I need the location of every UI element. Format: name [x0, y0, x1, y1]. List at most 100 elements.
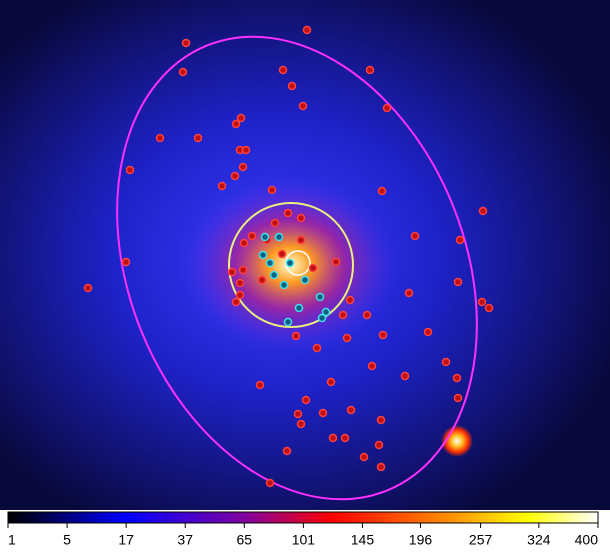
source-marker	[441, 357, 451, 367]
source-marker	[121, 257, 131, 267]
source-marker	[376, 462, 386, 472]
source-marker	[410, 231, 420, 241]
source-marker	[282, 446, 292, 456]
source-marker-cyan	[321, 307, 331, 317]
colorbar-gradient	[7, 511, 599, 524]
source-marker	[382, 103, 392, 113]
source-marker	[362, 310, 372, 320]
source-marker	[423, 327, 433, 337]
source-marker	[178, 67, 188, 77]
source-marker	[328, 433, 338, 443]
colorbar-tick-label: 1	[8, 532, 16, 548]
source-marker	[342, 333, 352, 343]
source-marker	[338, 310, 348, 320]
source-marker	[376, 415, 386, 425]
source-marker	[453, 277, 463, 287]
colorbar-tick-label: 324	[527, 532, 551, 548]
source-marker	[257, 275, 267, 285]
source-marker	[340, 433, 350, 443]
source-marker	[83, 283, 93, 293]
source-marker	[318, 408, 328, 418]
source-marker	[291, 331, 301, 341]
source-marker-cyan	[294, 303, 304, 313]
source-marker	[367, 361, 377, 371]
source-marker	[477, 297, 487, 307]
source-marker-cyan	[315, 292, 325, 302]
source-marker	[331, 257, 341, 267]
bulge-circle	[228, 202, 354, 328]
source-marker	[155, 133, 165, 143]
source-marker-cyan	[274, 232, 284, 242]
source-marker	[235, 278, 245, 288]
source-marker	[378, 330, 388, 340]
source-marker	[301, 395, 311, 405]
source-marker	[302, 25, 312, 35]
source-marker	[241, 145, 251, 155]
source-marker	[404, 288, 414, 298]
source-marker	[452, 373, 462, 383]
source-marker	[455, 235, 465, 245]
source-marker	[230, 171, 240, 181]
source-marker	[345, 295, 355, 305]
source-marker-cyan	[279, 280, 289, 290]
source-marker-cyan	[258, 250, 268, 260]
source-marker-cyan	[260, 232, 270, 242]
source-marker-cyan	[283, 317, 293, 327]
source-marker	[277, 249, 287, 259]
source-marker	[287, 81, 297, 91]
source-marker	[293, 409, 303, 419]
disk-ellipse	[116, 35, 478, 501]
source-marker	[453, 393, 463, 403]
source-marker	[296, 213, 306, 223]
colorbar-tick-label: 65	[237, 532, 253, 548]
source-marker	[326, 377, 336, 387]
colorbar-tick-label: 5	[63, 532, 71, 548]
source-marker	[231, 297, 241, 307]
source-marker	[247, 231, 257, 241]
source-marker	[217, 181, 227, 191]
source-marker	[125, 165, 135, 175]
source-marker	[181, 38, 191, 48]
bright-source	[441, 425, 473, 457]
source-marker	[235, 290, 245, 300]
source-marker	[365, 65, 375, 75]
source-marker	[267, 185, 277, 195]
source-marker	[239, 238, 249, 248]
source-marker	[374, 440, 384, 450]
source-marker	[227, 267, 237, 277]
source-marker	[255, 380, 265, 390]
colorbar-tick-label: 196	[409, 532, 433, 548]
colorbar: 1 5 17 37 65 101 145 196 257 324 400	[7, 511, 599, 548]
source-marker	[377, 186, 387, 196]
source-marker	[400, 371, 410, 381]
source-marker	[298, 101, 308, 111]
colorbar-tick-label: 400	[575, 532, 599, 548]
source-marker	[359, 452, 369, 462]
source-marker	[346, 405, 356, 415]
source-marker	[484, 303, 494, 313]
source-marker	[238, 162, 248, 172]
source-marker	[296, 235, 306, 245]
colorbar-tick-label: 37	[177, 532, 193, 548]
source-marker	[308, 263, 318, 273]
source-marker-cyan	[285, 258, 295, 268]
source-marker	[283, 208, 293, 218]
source-marker-cyan	[265, 258, 275, 268]
source-marker	[270, 218, 280, 228]
source-marker-cyan	[300, 275, 310, 285]
colorbar-tick-label: 145	[351, 532, 375, 548]
source-marker	[478, 206, 488, 216]
source-marker	[193, 133, 203, 143]
source-marker-cyan	[269, 270, 279, 280]
colorbar-tick-label: 101	[292, 532, 316, 548]
colorbar-tick-label: 257	[469, 532, 493, 548]
source-marker-cyan	[317, 313, 327, 323]
colorbar-tick-label: 17	[118, 532, 134, 548]
source-marker	[236, 113, 246, 123]
source-marker	[296, 419, 306, 429]
source-marker	[278, 65, 288, 75]
source-marker	[265, 478, 275, 488]
source-marker	[231, 119, 241, 129]
